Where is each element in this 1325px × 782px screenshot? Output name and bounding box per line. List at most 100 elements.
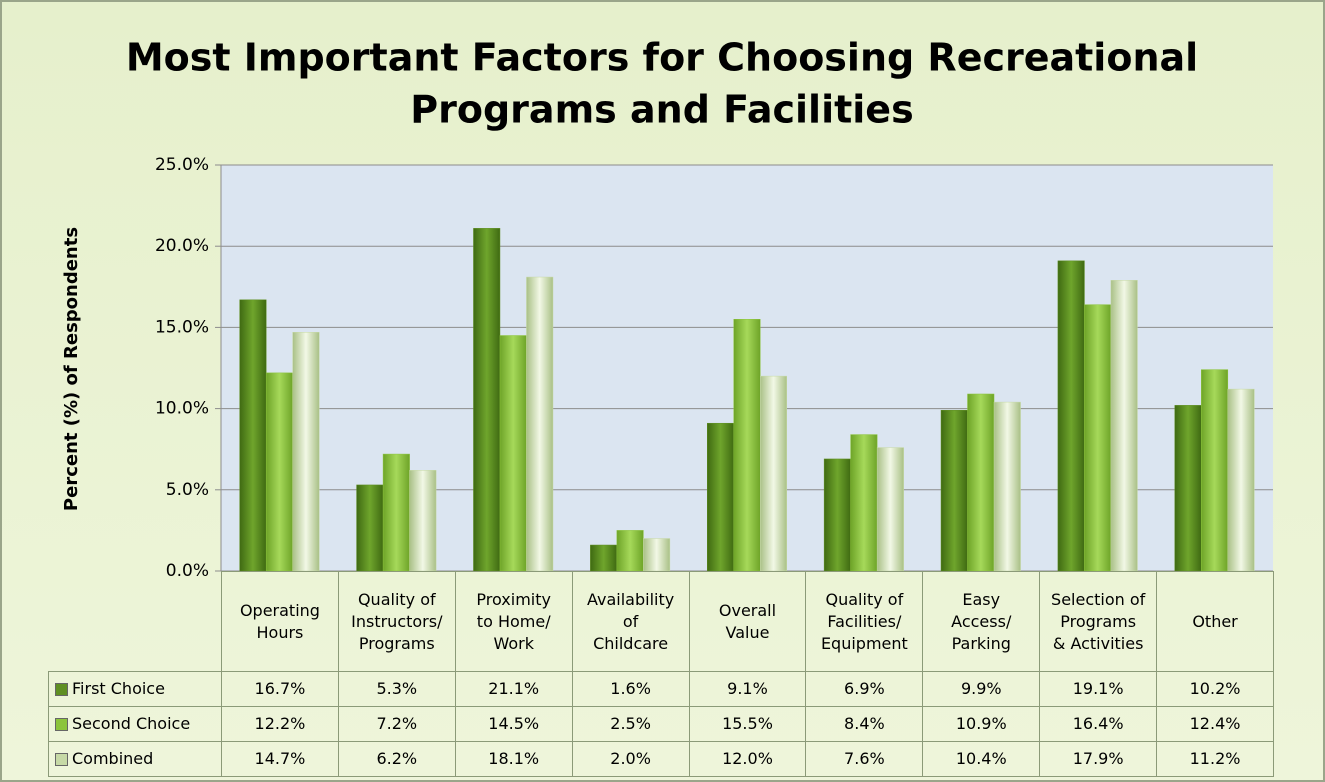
bar xyxy=(473,228,501,572)
value-cell-text: 7.2% xyxy=(376,714,418,733)
category-label-text: Quality of Facilities/ Equipment xyxy=(820,589,908,653)
bar xyxy=(707,422,734,572)
value-cell: 14.7% xyxy=(221,741,339,777)
value-cell-text: 8.4% xyxy=(844,714,885,733)
value-cell-text: 2.0% xyxy=(610,749,651,768)
value-cell-text: 16.7% xyxy=(254,679,306,698)
value-cell: 5.3% xyxy=(337,671,456,707)
value-cell: 7.2% xyxy=(337,706,456,742)
value-cell-text: 18.1% xyxy=(488,749,540,768)
bar xyxy=(1227,388,1255,572)
bar xyxy=(239,299,267,572)
value-cell: 16.7% xyxy=(221,671,339,707)
value-cell-text: 9.1% xyxy=(727,679,768,698)
value-cell: 16.4% xyxy=(1039,706,1158,742)
value-cell: 14.5% xyxy=(454,706,573,742)
y-tick-label: 0.0% xyxy=(166,561,209,581)
legend-cell: Second Choice xyxy=(48,706,222,742)
value-cell-text: 12.2% xyxy=(254,714,306,733)
bar xyxy=(499,335,527,572)
value-cell: 12.4% xyxy=(1156,706,1274,742)
bar xyxy=(1174,405,1202,572)
value-cell: 18.1% xyxy=(454,741,573,777)
value-cell: 6.2% xyxy=(337,741,456,777)
bar xyxy=(382,453,410,572)
value-cell-text: 5.3% xyxy=(376,679,418,698)
y-tick-label: 15.0% xyxy=(155,317,209,337)
value-cell: 10.2% xyxy=(1156,671,1274,707)
value-cell: 12.0% xyxy=(688,741,807,777)
value-cell: 17.9% xyxy=(1039,741,1158,777)
category-label: Quality of Instructors/ Programs xyxy=(337,571,456,672)
bar xyxy=(590,544,618,572)
chart-title: Programs and Facilities xyxy=(410,88,913,132)
legend-label: First Choice xyxy=(72,679,165,698)
legend-cell: Combined xyxy=(48,741,222,777)
value-cell: 12.2% xyxy=(221,706,339,742)
bar xyxy=(823,458,851,572)
category-label: Selection of Programs & Activities xyxy=(1039,571,1158,672)
category-label-text: Availability of Childcare xyxy=(586,589,675,653)
bar xyxy=(940,409,968,572)
category-label: Quality of Facilities/ Equipment xyxy=(805,571,924,672)
value-cell-text: 12.4% xyxy=(1189,714,1241,733)
legend-swatch xyxy=(55,682,68,696)
legend-swatch xyxy=(55,717,68,731)
category-label-text: Selection of Programs & Activities xyxy=(1051,589,1146,653)
value-cell-text: 10.9% xyxy=(955,714,1007,733)
category-label-text: Proximity to Home/ Work xyxy=(476,589,551,653)
bar xyxy=(850,434,878,572)
value-cell: 2.5% xyxy=(571,706,690,742)
value-cell: 8.4% xyxy=(805,706,924,742)
legend-cell: First Choice xyxy=(48,671,222,707)
y-tick-label: 25.0% xyxy=(155,155,209,175)
category-label-text: Operating Hours xyxy=(239,600,320,642)
y-axis-label: Percent (%) of Respondents xyxy=(61,227,82,511)
value-cell-text: 14.7% xyxy=(254,749,306,768)
bar xyxy=(1201,369,1229,572)
bar xyxy=(356,484,384,572)
value-cell-text: 7.6% xyxy=(844,749,885,768)
bar xyxy=(643,538,671,572)
legend-swatch xyxy=(55,752,68,766)
value-cell: 1.6% xyxy=(571,671,690,707)
value-cell: 21.1% xyxy=(454,671,573,707)
category-label-text: Other xyxy=(1192,611,1238,631)
y-tick-label: 5.0% xyxy=(166,480,209,500)
value-cell-text: 21.1% xyxy=(488,679,540,698)
bar xyxy=(1110,280,1138,572)
bar xyxy=(1057,260,1085,572)
y-tick-label: 10.0% xyxy=(155,399,209,419)
value-cell-text: 10.4% xyxy=(955,749,1007,768)
value-cell: 19.1% xyxy=(1039,671,1158,707)
category-label-text: Easy Access/ Parking xyxy=(951,589,1012,653)
value-cell-text: 9.9% xyxy=(960,679,1002,698)
value-cell: 7.6% xyxy=(805,741,924,777)
bar xyxy=(1084,304,1112,572)
value-cell: 10.9% xyxy=(922,706,1041,742)
bar xyxy=(993,401,1021,572)
value-cell: 10.4% xyxy=(922,741,1041,777)
legend-label: Combined xyxy=(72,749,154,768)
value-cell-text: 6.9% xyxy=(844,679,885,698)
value-cell: 9.1% xyxy=(688,671,807,707)
value-cell-text: 10.2% xyxy=(1189,679,1241,698)
bar xyxy=(733,319,761,572)
bar xyxy=(292,332,320,572)
value-cell-text: 15.5% xyxy=(722,714,773,733)
category-label: Easy Access/ Parking xyxy=(922,571,1041,672)
value-cell-text: 16.4% xyxy=(1072,714,1124,733)
bar xyxy=(616,530,644,572)
bar xyxy=(526,276,554,572)
y-tick-label: 20.0% xyxy=(155,236,209,256)
category-label-text: Quality of Instructors/ Programs xyxy=(351,589,443,653)
category-label: Availability of Childcare xyxy=(571,571,690,672)
value-cell-text: 19.1% xyxy=(1072,679,1124,698)
value-cell: 6.9% xyxy=(805,671,924,707)
value-cell-text: 6.2% xyxy=(376,749,418,768)
value-cell-text: 17.9% xyxy=(1072,749,1124,768)
category-label-text: Overall Value xyxy=(718,600,777,642)
value-cell: 15.5% xyxy=(688,706,807,742)
